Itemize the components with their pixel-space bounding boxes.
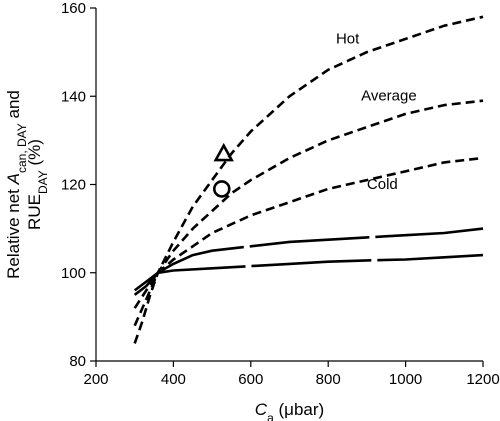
axes: 200 400 600 800 1000 1200 80 100 120 140 160	[61, 0, 500, 388]
circle-marker	[212, 180, 231, 198]
y-tick-label: 160	[61, 0, 86, 17]
x-tick-label: 200	[83, 371, 108, 388]
x-tick-label: 1200	[466, 371, 499, 388]
y-tick-label: 80	[69, 353, 86, 370]
x-tick-label: 600	[238, 371, 263, 388]
y-axis-title-line1: Relative net Acan, DAY and	[4, 90, 29, 279]
y-tick-label: 140	[61, 88, 86, 105]
y-axis-title-line2: RUEDAY (%)	[25, 139, 50, 230]
annotation-layer: Hot Average Cold	[212, 30, 417, 198]
series-line-average	[133, 99, 484, 327]
y-tick-label: 120	[61, 177, 86, 194]
annotation-cold: Cold	[367, 176, 398, 193]
series-layer	[133, 15, 484, 344]
x-tick-label: 1000	[389, 371, 422, 388]
series-line-unnamed-4	[133, 253, 484, 296]
x-tick-label: 800	[316, 371, 341, 388]
series-line-unnamed-3	[133, 227, 484, 292]
x-tick-label: 400	[161, 371, 186, 388]
triangle-marker	[213, 142, 234, 162]
annotation-hot: Hot	[336, 30, 360, 47]
annotation-average: Average	[361, 88, 417, 105]
x-axis-title: Ca (μbar)	[255, 400, 324, 421]
series-line-hot	[133, 15, 484, 344]
y-tick-label: 100	[61, 265, 86, 282]
